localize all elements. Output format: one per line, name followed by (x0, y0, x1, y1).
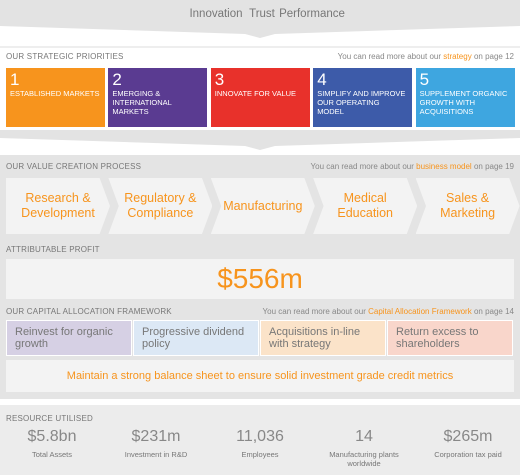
process-step: Regulatory & Compliance (108, 178, 213, 234)
section-title: RESOURCE UTILISED (6, 414, 93, 423)
profit-value: $556m (6, 259, 514, 299)
resource-panel (0, 405, 520, 475)
priority-box: 1 ESTABLISHED MARKETS (6, 68, 105, 127)
priority-number: 3 (214, 70, 225, 89)
section-title: OUR CAPITAL ALLOCATION FRAMEWORK (6, 307, 172, 316)
allocation-box: Acquisitions in-line with strategy (260, 320, 386, 356)
resource-value: 11,036 (236, 428, 284, 445)
note-link: strategy (443, 52, 472, 61)
allocation-box: Return excess to shareholders (387, 320, 513, 356)
note-text: You can read more about our (262, 307, 366, 316)
priority-box: 4 SIMPLIFY AND IMPROVE OUR OPERATING MODE… (313, 68, 413, 127)
section-title: OUR VALUE CREATION PROCESS (6, 162, 142, 171)
section-title: OUR STRATEGIC PRIORITIES (6, 52, 124, 61)
priority-box: 3 INNOVATE FOR VALUE (210, 68, 310, 127)
resource-value: $5.8bn (27, 428, 77, 445)
chevron (0, 130, 520, 150)
process-step: Medical Education (313, 178, 418, 234)
header-word: Performance (279, 8, 345, 20)
priority-box: 5 SUPPLEMENT ORGANIC GROWTH WITH ACQUISIT… (415, 68, 515, 127)
resource-label: Total Assets (31, 450, 73, 459)
resource-label: Corporation tax paid (434, 450, 502, 459)
header-word: Trust (249, 8, 275, 20)
note: You can read more about our business mod… (214, 162, 514, 171)
allocation-box: Reinvest for organic growth (6, 320, 132, 356)
process-step: Research & Development (6, 178, 110, 234)
process-step: Manufacturing (210, 178, 315, 234)
note-text: You can read more about our (310, 162, 414, 171)
allocation-box: Progressive dividend policy (133, 320, 259, 356)
priority-number: 2 (112, 70, 122, 89)
allocation-footer: Maintain a strong balance sheet to ensur… (6, 360, 514, 392)
priority-label: ESTABLISHED MARKETS (10, 89, 100, 98)
note-link: business model (416, 162, 472, 171)
priority-label: SUPPLEMENT ORGANIC GROWTH WITH ACQUISITI… (419, 89, 508, 116)
resource-label: Manufacturing plants worldwide (329, 450, 399, 468)
process-step: Sales & Marketing (415, 178, 520, 234)
priority-label: SIMPLIFY AND IMPROVE OUR OPERATING MODEL (317, 89, 406, 116)
priority-label: EMERGING & INTERNATIONAL MARKETS (112, 89, 172, 116)
note-text: on page 14 (473, 307, 514, 316)
note: You can read more about our strategy on … (214, 52, 514, 61)
note: You can read more about our Capital Allo… (214, 307, 514, 316)
note-link: Capital Allocation Framework (368, 307, 472, 316)
resource-value: $231m (131, 428, 181, 445)
priority-number: 5 (419, 70, 430, 89)
section-title: ATTRIBUTABLE PROFIT (6, 245, 100, 254)
note-text: You can read more about our (337, 52, 442, 61)
priority-number: 1 (10, 70, 20, 89)
header-banner (0, 0, 520, 38)
priority-number: 4 (317, 70, 327, 89)
note-text: on page 12 (473, 52, 514, 61)
priority-box: 2 EMERGING & INTERNATIONAL MARKETS (108, 68, 208, 127)
note-text: on page 19 (473, 162, 514, 171)
priority-label: INNOVATE FOR VALUE (214, 89, 297, 98)
resource-label: Investment in R&D (124, 450, 188, 459)
resource-label: Employees (241, 450, 279, 459)
resource-value: 14 (355, 428, 373, 445)
resource-value: $265m (443, 428, 493, 445)
header-word: Innovation (189, 8, 243, 20)
